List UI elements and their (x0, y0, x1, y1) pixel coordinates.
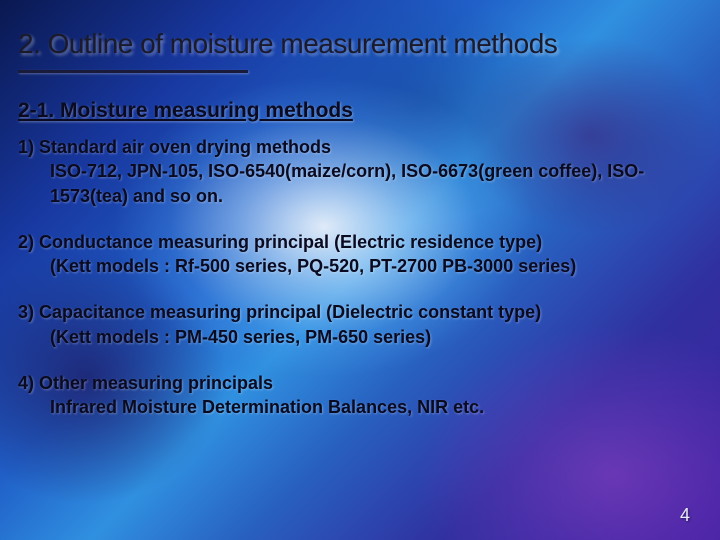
slide-title: 2. Outline of moisture measurement metho… (18, 28, 702, 60)
item-head: 1) Standard air oven drying methods (18, 137, 331, 157)
item-body: (Kett models : Rf-500 series, PQ-520, PT… (18, 254, 702, 278)
item-body: (Kett models : PM-450 series, PM-650 ser… (18, 325, 702, 349)
list-item: 4) Other measuring principals Infrared M… (18, 371, 702, 420)
title-underline (18, 70, 248, 73)
list-item: 3) Capacitance measuring principal (Diel… (18, 300, 702, 349)
slide: 2. Outline of moisture measurement metho… (0, 0, 720, 540)
list-item: 1) Standard air oven drying methods ISO-… (18, 135, 702, 208)
item-head: 4) Other measuring principals (18, 373, 273, 393)
page-number: 4 (680, 505, 690, 526)
item-head: 2) Conductance measuring principal (Elec… (18, 232, 542, 252)
item-body: Infrared Moisture Determination Balances… (18, 395, 702, 419)
item-head: 3) Capacitance measuring principal (Diel… (18, 302, 541, 322)
slide-subtitle: 2-1. Moisture measuring methods (18, 99, 702, 123)
list-item: 2) Conductance measuring principal (Elec… (18, 230, 702, 279)
item-body: ISO-712, JPN-105, ISO-6540(maize/corn), … (18, 159, 702, 208)
